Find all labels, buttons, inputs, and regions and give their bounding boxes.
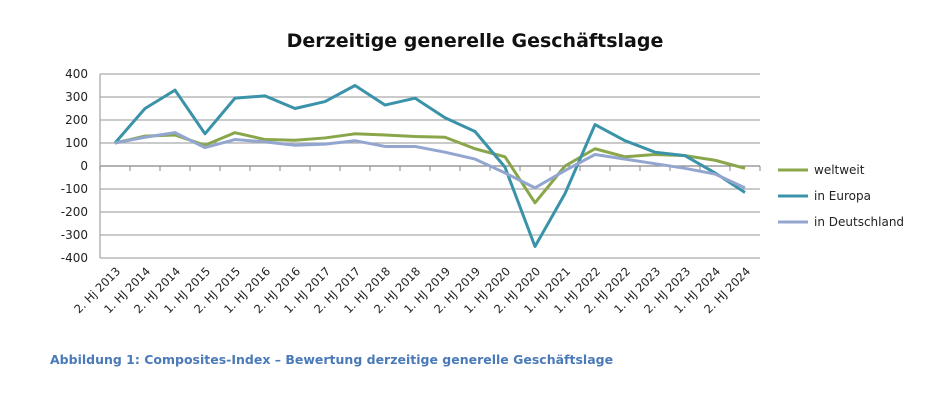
y-tick-label: -300: [61, 228, 88, 242]
y-tick-label: 0: [80, 159, 88, 173]
y-tick-label: -100: [61, 182, 88, 196]
legend-label: weltweit: [814, 163, 865, 177]
figure-caption: Abbildung 1: Composites-Index – Bewertun…: [50, 352, 614, 367]
y-tick-label: 300: [65, 90, 88, 104]
legend-label: in Deutschland: [814, 215, 904, 229]
chart-title: Derzeitige generelle Geschäftslage: [286, 30, 664, 52]
y-tick-label: 100: [65, 136, 88, 150]
y-tick-label: 400: [65, 67, 88, 81]
series-line-in-europa: [113, 84, 746, 248]
series-line-in-deutschland: [114, 131, 746, 190]
y-tick-label: -200: [61, 205, 88, 219]
y-tick-label: -400: [61, 251, 88, 265]
y-tick-label: 200: [65, 113, 88, 127]
series-line-weltweit: [114, 131, 746, 205]
legend-label: in Europa: [814, 189, 871, 203]
